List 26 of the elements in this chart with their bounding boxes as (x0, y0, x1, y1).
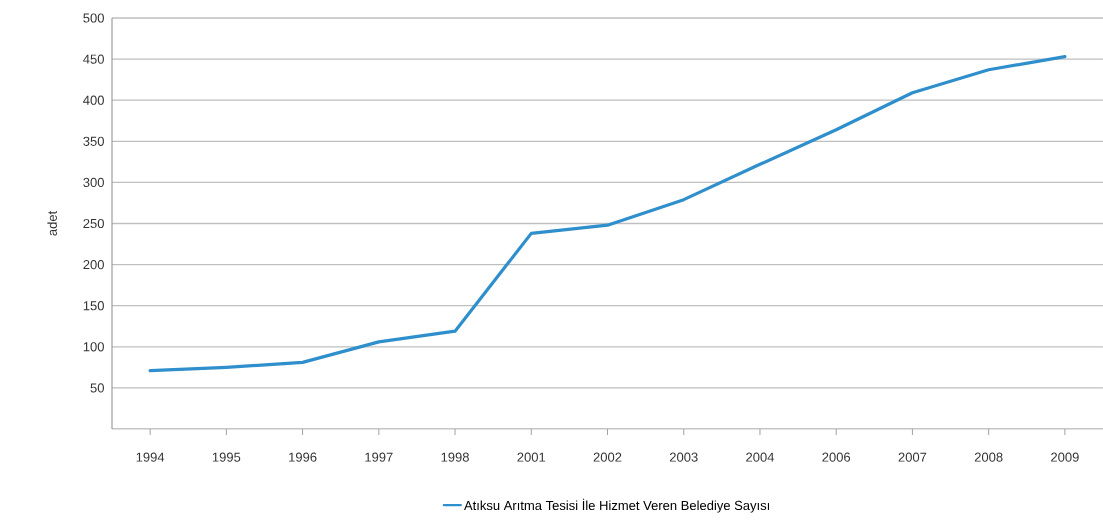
line-series (148, 55, 1067, 373)
x-tick-label: 1998 (441, 452, 469, 462)
y-tick-label: 300 (83, 177, 104, 187)
x-tick-label: 1996 (289, 452, 317, 462)
x-tick-label: 1994 (136, 452, 165, 462)
x-tick-label: 2008 (974, 452, 1003, 462)
y-tick-label: 400 (83, 95, 104, 105)
y-tick-label: 500 (83, 13, 104, 23)
legend-label: Atıksu Arıtma Tesisi İle Hizmet Veren Belediye Sayısı (464, 498, 770, 513)
x-tick-label: 2004 (746, 452, 775, 462)
x-tick-label: 2009 (1051, 452, 1079, 462)
y-axis-title: adet (47, 210, 57, 236)
y-tick-label: 150 (83, 301, 104, 311)
x-tick-label: 2006 (822, 452, 851, 462)
y-tick-label: 200 (83, 260, 104, 270)
x-tick-label: 2002 (593, 452, 622, 462)
y-tick-label: 100 (83, 342, 104, 352)
y-tick-label: 250 (83, 218, 104, 229)
y-tick-label: 50 (90, 383, 104, 393)
x-tick-label: 1995 (212, 452, 241, 462)
x-tick-label: 2003 (669, 452, 698, 462)
y-tick-label: 450 (83, 54, 104, 64)
x-tick-label: 2007 (898, 452, 927, 462)
x-tick-label: 1997 (365, 452, 393, 462)
y-tick-label: 350 (83, 136, 104, 146)
x-tick-label: 2001 (517, 452, 546, 462)
